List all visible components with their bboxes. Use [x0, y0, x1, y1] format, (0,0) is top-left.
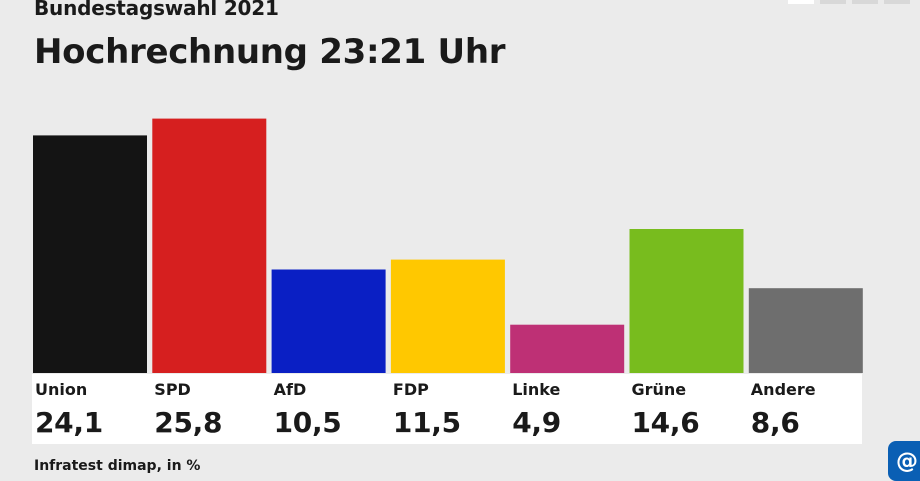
- category-label-afd: AfD: [273, 380, 307, 399]
- category-label-andere: Andere: [750, 380, 816, 399]
- tagesschau-logo-icon: @: [888, 441, 920, 481]
- slide-indicator-2[interactable]: [820, 0, 846, 4]
- category-label-spd: SPD: [154, 380, 191, 399]
- category-label-fdp: FDP: [392, 380, 429, 399]
- bar-afd: [271, 269, 386, 373]
- category-label-union: Union: [35, 380, 88, 399]
- bar-union: [33, 135, 147, 373]
- bar-linke: [510, 324, 625, 373]
- supertitle: Bundestagswahl 2021: [34, 0, 279, 20]
- slide-indicator-3[interactable]: [852, 0, 878, 4]
- value-label-andere: 8,6: [750, 406, 800, 439]
- value-label-grüne: 14,6: [631, 406, 700, 439]
- bar-spd: [152, 118, 267, 373]
- page-title: Hochrechnung 23:21 Uhr: [34, 32, 506, 72]
- value-label-fdp: 11,5: [392, 406, 461, 439]
- label-panel: [32, 374, 862, 444]
- bar-grüne: [629, 229, 744, 373]
- source-note: Infratest dimap, in %: [34, 458, 201, 474]
- bar-andere: [748, 288, 863, 373]
- bar-fdp: [390, 259, 505, 373]
- value-label-afd: 10,5: [273, 406, 342, 439]
- category-label-grüne: Grüne: [631, 380, 687, 399]
- category-label-linke: Linke: [512, 380, 561, 399]
- value-label-linke: 4,9: [512, 406, 561, 439]
- slide-indicator-1[interactable]: [788, 0, 814, 4]
- value-label-spd: 25,8: [154, 406, 223, 439]
- slide-indicator-4[interactable]: [884, 0, 910, 4]
- value-label-union: 24,1: [35, 406, 103, 439]
